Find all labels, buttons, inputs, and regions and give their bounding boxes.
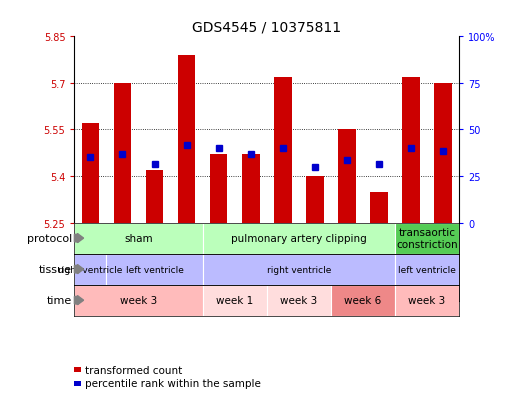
Text: GSM754739: GSM754739: [86, 229, 95, 288]
Text: right ventricle: right ventricle: [58, 265, 123, 274]
Text: left ventricle: left ventricle: [398, 265, 456, 274]
Bar: [402, 78, 420, 223]
Bar: [203, 254, 395, 285]
Bar: [267, 285, 331, 316]
Text: GSM754735: GSM754735: [278, 229, 288, 289]
Bar: [306, 177, 324, 223]
Bar: [210, 155, 227, 223]
Bar: [274, 78, 291, 223]
Bar: [74, 254, 106, 285]
Text: GSM754734: GSM754734: [246, 229, 255, 288]
Text: protocol: protocol: [27, 233, 72, 244]
Text: transaortic
constriction: transaortic constriction: [396, 228, 458, 249]
Text: transformed count: transformed count: [85, 365, 183, 375]
Bar: [146, 171, 163, 223]
Bar: [242, 155, 260, 223]
Bar: [338, 130, 356, 223]
Bar: [395, 254, 459, 285]
Bar: [114, 84, 131, 223]
Text: GSM754737: GSM754737: [342, 229, 352, 289]
Text: GSM754738: GSM754738: [374, 229, 384, 288]
Bar: [82, 124, 99, 223]
Text: GSM754733: GSM754733: [214, 229, 224, 288]
Text: week 1: week 1: [216, 295, 253, 306]
Text: GSM754730: GSM754730: [438, 229, 448, 288]
Text: sham: sham: [124, 233, 153, 244]
Title: GDS4545 / 10375811: GDS4545 / 10375811: [192, 21, 341, 35]
Text: GSM754731: GSM754731: [150, 229, 160, 288]
Text: pulmonary artery clipping: pulmonary artery clipping: [231, 233, 367, 244]
Text: week 3: week 3: [280, 295, 318, 306]
Text: week 3: week 3: [120, 295, 157, 306]
Bar: [370, 192, 388, 223]
Text: GSM754729: GSM754729: [406, 229, 416, 289]
Text: time: time: [47, 295, 72, 306]
Bar: [178, 56, 195, 223]
Text: week 3: week 3: [408, 295, 446, 306]
Bar: [203, 285, 267, 316]
Text: week 6: week 6: [344, 295, 382, 306]
Text: percentile rank within the sample: percentile rank within the sample: [85, 378, 261, 388]
Text: right ventricle: right ventricle: [267, 265, 331, 274]
Text: GSM754732: GSM754732: [182, 229, 191, 289]
Bar: [331, 285, 395, 316]
Bar: [435, 84, 452, 223]
Bar: [395, 223, 459, 254]
Text: GSM754740: GSM754740: [117, 229, 127, 288]
Bar: [106, 254, 203, 285]
Bar: [74, 223, 203, 254]
Text: GSM754736: GSM754736: [310, 229, 320, 288]
Bar: [203, 223, 395, 254]
Bar: [395, 285, 459, 316]
Text: left ventricle: left ventricle: [126, 265, 184, 274]
Bar: [74, 285, 203, 316]
Text: tissue: tissue: [39, 264, 72, 275]
